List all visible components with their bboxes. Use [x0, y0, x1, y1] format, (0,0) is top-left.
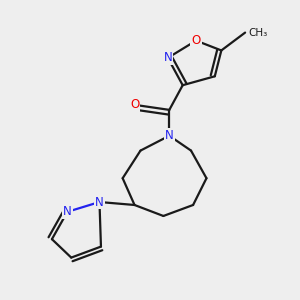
Text: N: N: [165, 129, 174, 142]
Text: N: N: [63, 205, 72, 218]
Text: O: O: [130, 98, 139, 111]
Text: O: O: [191, 34, 201, 47]
Text: N: N: [95, 196, 104, 208]
Text: CH₃: CH₃: [248, 28, 267, 38]
Text: N: N: [164, 51, 172, 64]
